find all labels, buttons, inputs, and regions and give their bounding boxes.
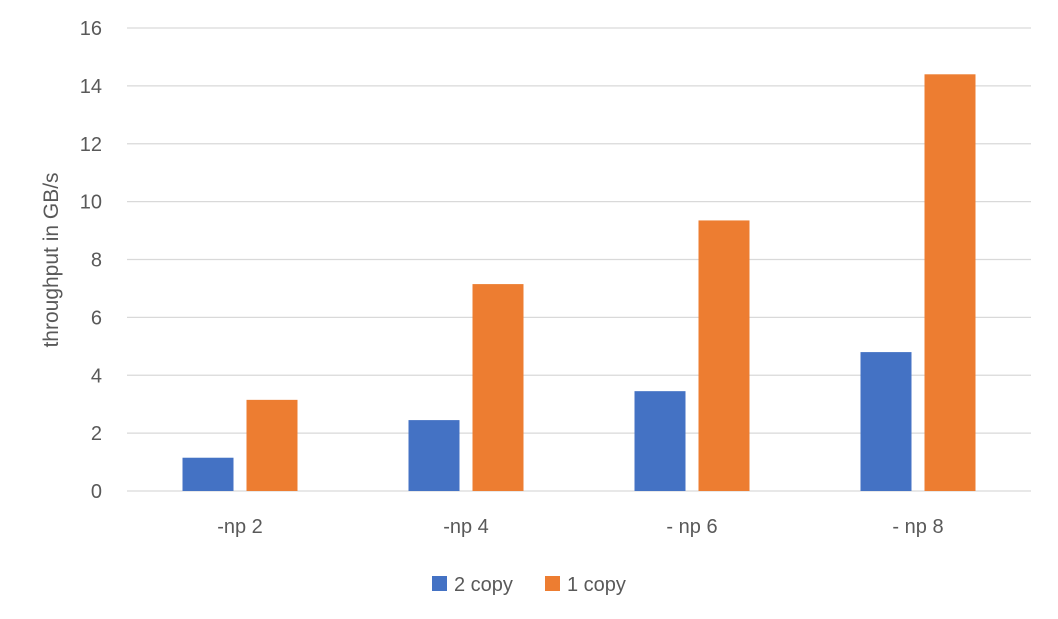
y-tick-label: 10 <box>80 192 102 214</box>
y-tick-label: 12 <box>80 134 102 156</box>
y-axis-title: throughput in GB/s <box>40 172 63 347</box>
bar-one-copy <box>246 399 298 491</box>
bar-two-copy <box>182 457 234 491</box>
y-tick-label: 4 <box>91 365 102 387</box>
x-tick-label: - np 6 <box>666 516 717 538</box>
bar-two-copy <box>408 420 460 491</box>
x-tick-label: -np 4 <box>443 516 489 538</box>
legend-swatch <box>432 576 447 591</box>
legend-label: 1 copy <box>567 574 626 596</box>
bar-one-copy <box>698 220 750 491</box>
x-tick-label: - np 8 <box>892 516 943 538</box>
bar-two-copy <box>634 391 686 491</box>
y-tick-label: 8 <box>91 250 102 272</box>
legend-label: 2 copy <box>454 574 513 596</box>
bars-group <box>182 74 976 492</box>
legend-swatch <box>545 576 560 591</box>
y-tick-label: 6 <box>91 307 102 329</box>
y-tick-label: 16 <box>80 18 102 40</box>
y-tick-label: 2 <box>91 423 102 445</box>
x-axis-ticks: -np 2 -np 4 - np 6 - np 8 <box>217 516 943 538</box>
y-tick-label: 0 <box>91 481 102 503</box>
bar-one-copy <box>472 284 524 491</box>
x-tick-label: -np 2 <box>217 516 263 538</box>
y-tick-label: 14 <box>80 76 102 98</box>
y-axis-ticks: 0 2 4 6 8 10 12 14 16 <box>80 18 102 503</box>
bar-two-copy <box>860 352 912 491</box>
legend: 2 copy 1 copy <box>432 574 626 596</box>
bar-one-copy <box>924 74 976 492</box>
